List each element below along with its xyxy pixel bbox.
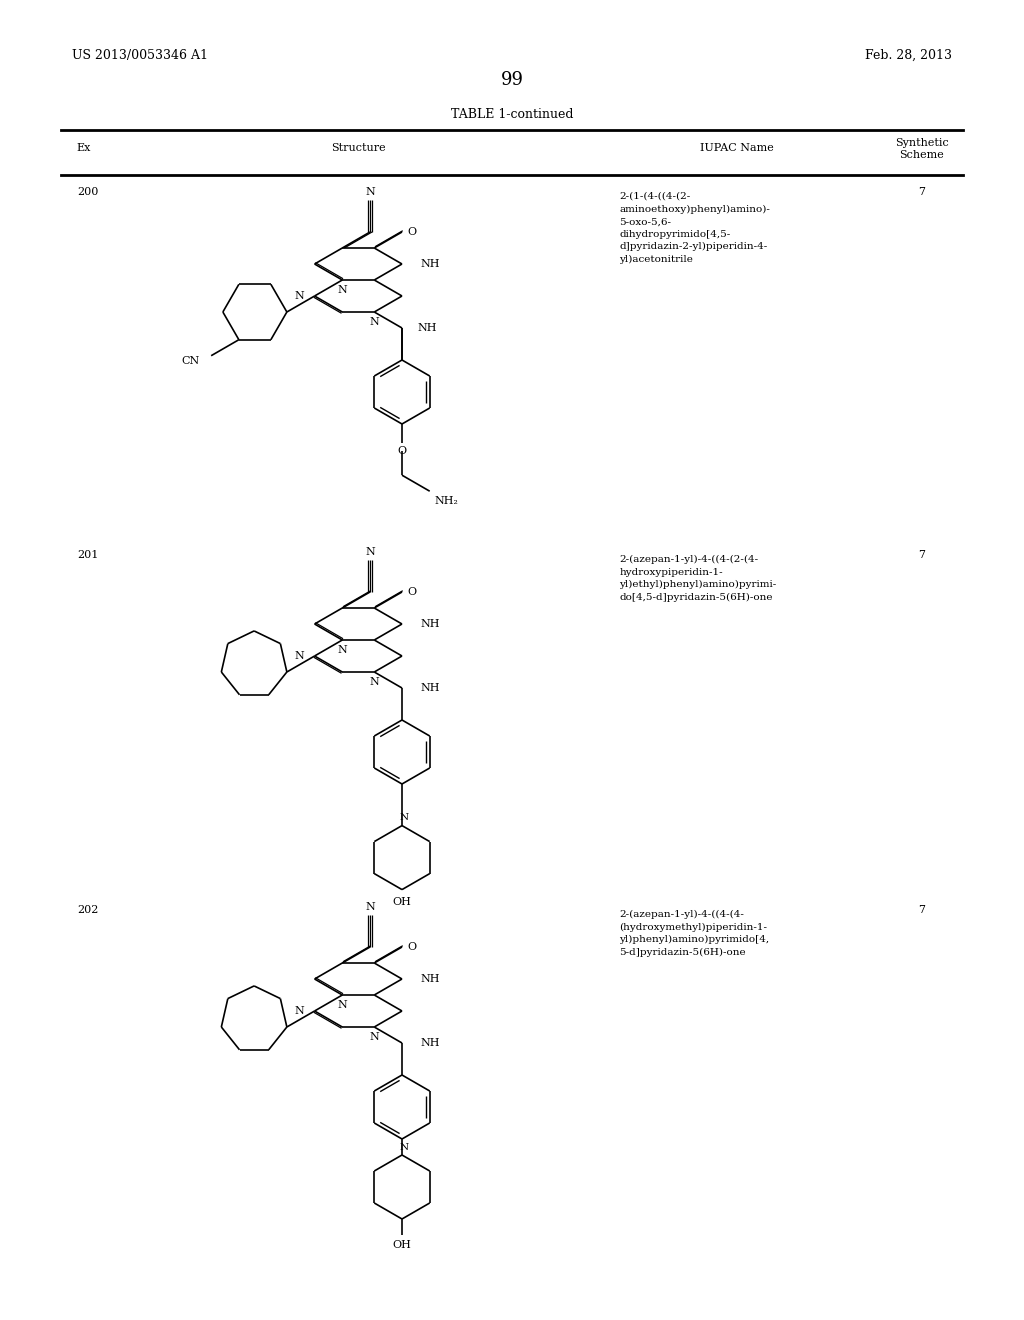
Text: IUPAC Name: IUPAC Name bbox=[700, 143, 774, 153]
Text: OH: OH bbox=[392, 896, 412, 907]
Text: NH: NH bbox=[420, 619, 439, 630]
Text: CN: CN bbox=[181, 355, 199, 366]
Text: N: N bbox=[338, 285, 347, 294]
Text: N: N bbox=[295, 651, 304, 661]
Text: N: N bbox=[399, 813, 409, 822]
Text: N: N bbox=[295, 290, 304, 301]
Text: OH: OH bbox=[392, 1239, 412, 1250]
Text: TABLE 1-continued: TABLE 1-continued bbox=[451, 108, 573, 121]
Text: 200: 200 bbox=[77, 187, 98, 197]
Text: N: N bbox=[338, 645, 347, 655]
Text: Ex: Ex bbox=[77, 143, 91, 153]
Text: 7: 7 bbox=[919, 187, 925, 197]
Text: 7: 7 bbox=[919, 906, 925, 915]
Text: O: O bbox=[408, 227, 417, 238]
Text: 2-(1-(4-((4-(2-
aminoethoxy)phenyl)amino)-
5-oxo-5,6-
dihydropyrimido[4,5-
d]pyr: 2-(1-(4-((4-(2- aminoethoxy)phenyl)amino… bbox=[620, 191, 770, 264]
Text: 99: 99 bbox=[501, 71, 523, 88]
Text: N: N bbox=[366, 902, 375, 912]
Text: NH: NH bbox=[420, 1038, 439, 1048]
Text: N: N bbox=[399, 1143, 409, 1151]
Text: Scheme: Scheme bbox=[899, 150, 944, 160]
Text: 2-(azepan-1-yl)-4-((4-(4-
(hydroxymethyl)piperidin-1-
yl)phenyl)amino)pyrimido[4: 2-(azepan-1-yl)-4-((4-(4- (hydroxymethyl… bbox=[620, 909, 770, 957]
Text: NH: NH bbox=[417, 323, 436, 333]
Text: 7: 7 bbox=[919, 550, 925, 560]
Text: O: O bbox=[408, 587, 417, 597]
Text: NH: NH bbox=[420, 682, 439, 693]
Text: 201: 201 bbox=[77, 550, 98, 560]
Text: N: N bbox=[338, 1001, 347, 1010]
Text: N: N bbox=[295, 1006, 304, 1016]
Text: NH₂: NH₂ bbox=[435, 496, 459, 506]
Text: US 2013/0053346 A1: US 2013/0053346 A1 bbox=[72, 49, 208, 62]
Text: 2-(azepan-1-yl)-4-((4-(2-(4-
hydroxypiperidin-1-
yl)ethyl)phenyl)amino)pyrimi-
d: 2-(azepan-1-yl)-4-((4-(2-(4- hydroxypipe… bbox=[620, 554, 777, 602]
Text: Structure: Structure bbox=[331, 143, 386, 153]
Text: 202: 202 bbox=[77, 906, 98, 915]
Text: Feb. 28, 2013: Feb. 28, 2013 bbox=[865, 49, 952, 62]
Text: N: N bbox=[370, 317, 379, 327]
Text: N: N bbox=[370, 1032, 379, 1041]
Text: NH: NH bbox=[420, 974, 439, 983]
Text: NH: NH bbox=[420, 259, 439, 269]
Text: N: N bbox=[366, 546, 375, 557]
Text: O: O bbox=[408, 942, 417, 952]
Text: O: O bbox=[397, 446, 407, 457]
Text: N: N bbox=[366, 187, 375, 197]
Text: Synthetic: Synthetic bbox=[895, 139, 948, 148]
Text: N: N bbox=[370, 677, 379, 686]
